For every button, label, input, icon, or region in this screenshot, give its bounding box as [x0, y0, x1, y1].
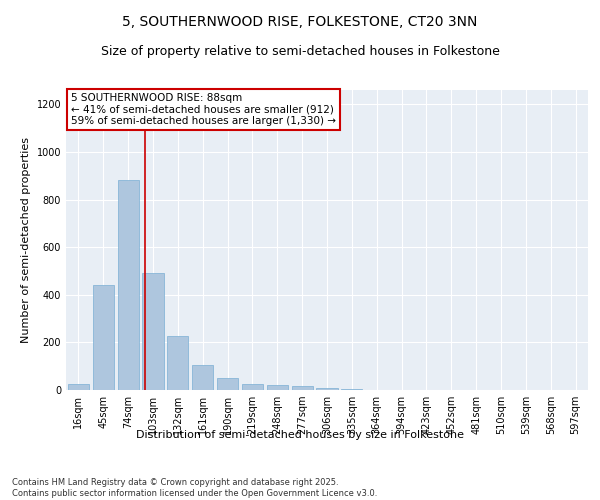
Bar	[242, 384, 263, 390]
Bar	[267, 385, 288, 390]
Bar	[341, 389, 362, 390]
Bar	[142, 274, 164, 390]
Bar	[316, 388, 338, 390]
Text: 5, SOUTHERNWOOD RISE, FOLKESTONE, CT20 3NN: 5, SOUTHERNWOOD RISE, FOLKESTONE, CT20 3…	[122, 15, 478, 29]
Bar	[93, 285, 114, 390]
Bar	[167, 336, 188, 390]
Bar	[217, 378, 238, 390]
Bar	[68, 384, 89, 390]
Bar	[118, 180, 139, 390]
Text: Contains HM Land Registry data © Crown copyright and database right 2025.
Contai: Contains HM Land Registry data © Crown c…	[12, 478, 377, 498]
Text: Size of property relative to semi-detached houses in Folkestone: Size of property relative to semi-detach…	[101, 45, 499, 58]
Text: 5 SOUTHERNWOOD RISE: 88sqm
← 41% of semi-detached houses are smaller (912)
59% o: 5 SOUTHERNWOOD RISE: 88sqm ← 41% of semi…	[71, 93, 336, 126]
Text: Distribution of semi-detached houses by size in Folkestone: Distribution of semi-detached houses by …	[136, 430, 464, 440]
Bar	[292, 386, 313, 390]
Bar	[192, 365, 213, 390]
Y-axis label: Number of semi-detached properties: Number of semi-detached properties	[21, 137, 31, 343]
